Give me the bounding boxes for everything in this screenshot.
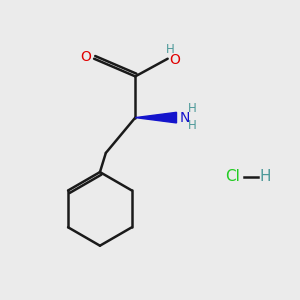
Text: H: H: [188, 102, 197, 115]
Text: N: N: [180, 111, 190, 124]
Text: O: O: [80, 50, 91, 64]
Polygon shape: [135, 112, 176, 123]
Text: H: H: [188, 119, 197, 132]
Text: H: H: [166, 43, 174, 56]
Text: Cl: Cl: [225, 169, 240, 184]
Text: O: O: [169, 53, 180, 67]
Text: H: H: [259, 169, 271, 184]
